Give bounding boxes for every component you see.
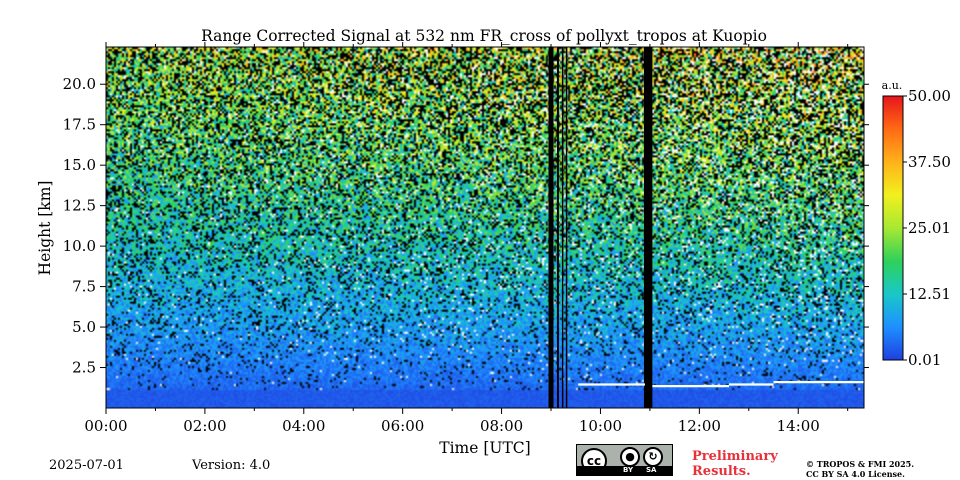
cc-by-sa-badge: cc ● ↻ BY SA [576, 444, 673, 476]
x-tick-label: 04:00 [282, 417, 325, 435]
colorbar-ticks: 50.00 37.50 25.01 12.51 0.01 [903, 87, 951, 369]
x-tick-label: 14:00 [777, 417, 820, 435]
y-tick-label: 7.5 [72, 278, 96, 296]
signal-heatmap [106, 47, 864, 408]
no-data-gap [561, 47, 564, 408]
copyright-line-1: © TROPOS & FMI 2025. [806, 459, 915, 469]
colorbar-tick-label: 25.01 [908, 219, 951, 237]
colorbar-tick-label: 50.00 [908, 87, 951, 105]
no-data-gap [643, 47, 653, 408]
y-tick-label: 15.0 [63, 156, 96, 174]
cloud-layer [578, 380, 864, 388]
sa-icon: ↻ [643, 447, 663, 467]
y-tick-label: 20.0 [63, 75, 96, 93]
x-tick-label: 08:00 [480, 417, 523, 435]
x-tick-label: 02:00 [183, 417, 226, 435]
chart-title: Range Corrected Signal at 532 nm FR_cros… [201, 27, 767, 45]
colorbar-gradient [882, 95, 904, 361]
y-tick-label: 12.5 [63, 197, 96, 215]
sa-label: SA [646, 466, 657, 474]
date-label: 2025-07-01 [49, 458, 124, 473]
y-tick-label: 17.5 [63, 116, 96, 134]
by-label: BY [623, 466, 634, 474]
x-tick-label: 00:00 [84, 417, 127, 435]
x-axis-label: Time [UTC] [439, 439, 530, 457]
colorbar-tick-label: 0.01 [908, 351, 941, 369]
colorbar-unit: a.u. [882, 79, 903, 92]
y-axis: 2.5 5.0 7.5 10.0 12.5 15.0 17.5 20.0 [63, 75, 869, 377]
by-icon: ● [620, 447, 640, 467]
no-data-gap [565, 47, 568, 408]
badge-bar [577, 466, 672, 475]
x-axis: 00:00 02:00 04:00 06:00 08:00 10:00 12:00 14:00 [84, 42, 849, 435]
x-tick-label: 10:00 [579, 417, 622, 435]
plot-area [105, 46, 865, 409]
copyright-line-2: CC BY SA 4.0 License. [806, 469, 905, 479]
no-data-gap [548, 47, 554, 408]
x-tick-label: 06:00 [381, 417, 424, 435]
colorbar: a.u. 50.00 37.50 25.01 12.51 0.01 [882, 79, 951, 369]
x-tick-label: 12:00 [678, 417, 721, 435]
plot-frame [105, 46, 865, 409]
no-data-gap [556, 47, 559, 408]
y-axis-label: Height [km] [36, 181, 54, 276]
colorbar-tick-label: 37.50 [908, 153, 951, 171]
version-label: Version: 4.0 [192, 458, 271, 473]
y-tick-label: 10.0 [63, 237, 96, 255]
colorbar-tick-label: 12.51 [908, 285, 951, 303]
no-data-gaps [548, 47, 653, 408]
y-tick-label: 2.5 [72, 359, 96, 377]
preliminary-results: Preliminary Results. [692, 449, 778, 479]
y-tick-label: 5.0 [72, 318, 96, 336]
